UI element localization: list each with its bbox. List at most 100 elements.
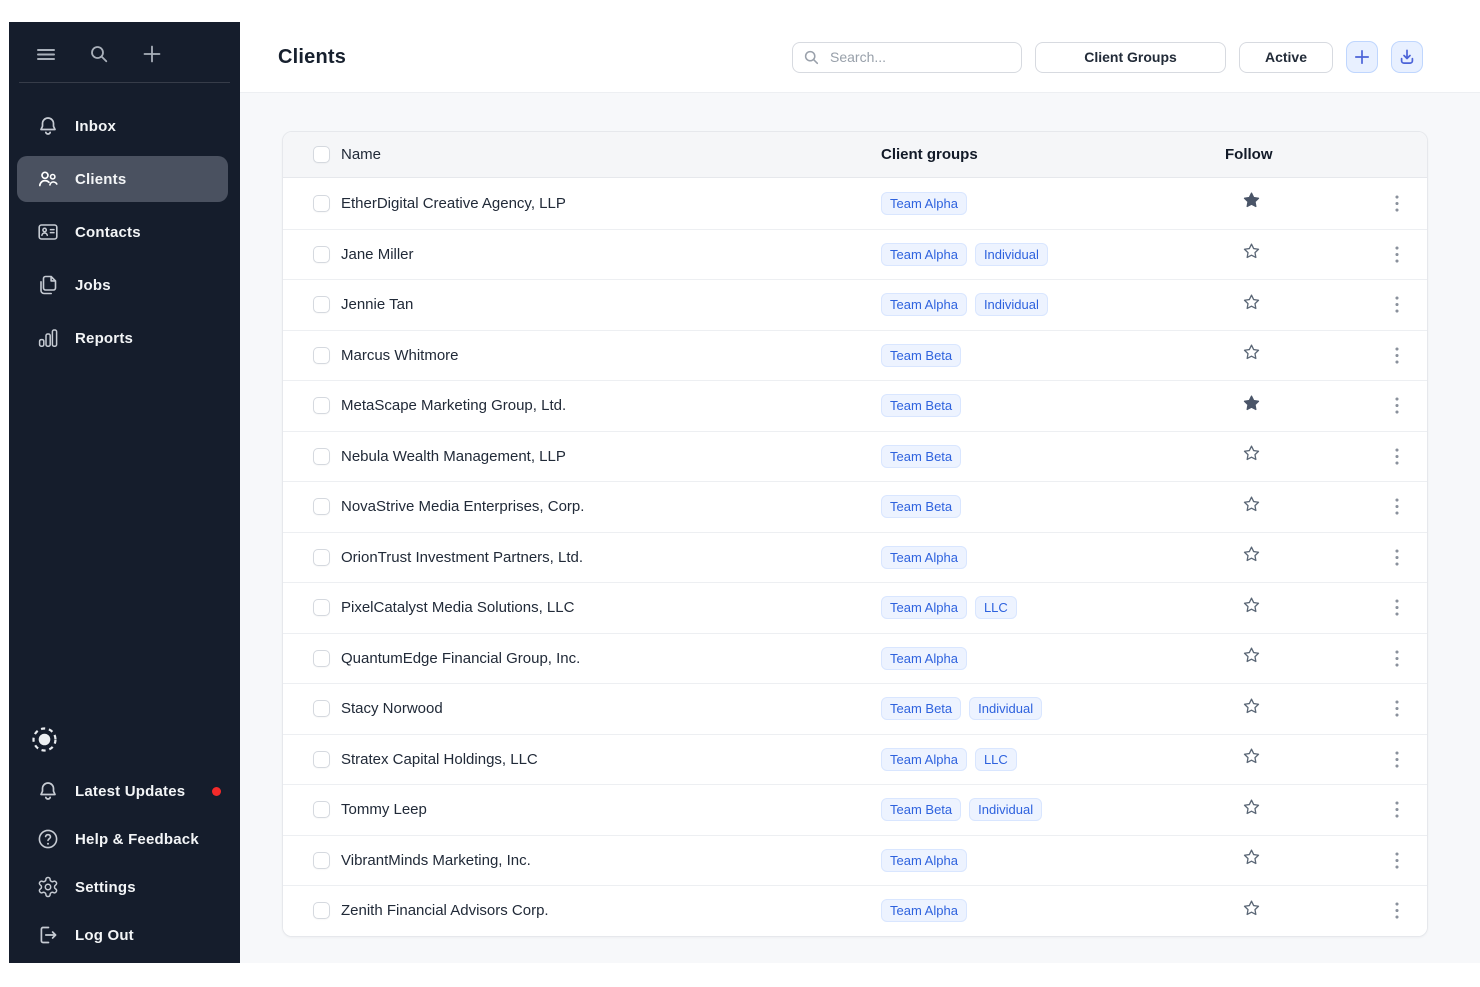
row-menu-button[interactable] — [1389, 191, 1405, 216]
row-checkbox[interactable] — [313, 347, 330, 364]
row-checkbox[interactable] — [313, 801, 330, 818]
client-groups: Team Alpha — [881, 647, 1221, 670]
sidebar-item-settings[interactable]: Settings — [9, 863, 240, 911]
row-checkbox[interactable] — [313, 902, 330, 919]
follow-star-icon[interactable] — [1241, 898, 1262, 919]
row-checkbox[interactable] — [313, 448, 330, 465]
follow-star-icon[interactable] — [1241, 696, 1262, 717]
row-menu-button[interactable] — [1389, 343, 1405, 368]
client-group-badge: Team Beta — [881, 394, 961, 417]
documents-icon — [36, 273, 60, 297]
row-checkbox[interactable] — [313, 397, 330, 414]
table-row[interactable]: NovaStrive Media Enterprises, Corp. Team… — [283, 481, 1427, 532]
row-checkbox[interactable] — [313, 700, 330, 717]
add-client-button[interactable] — [1346, 41, 1378, 73]
client-group-badge: Team Beta — [881, 798, 961, 821]
client-group-badge: Team Beta — [881, 697, 961, 720]
client-group-badge: Team Alpha — [881, 546, 967, 569]
table-row[interactable]: MetaScape Marketing Group, Ltd. Team Bet… — [283, 380, 1427, 431]
table-row[interactable]: QuantumEdge Financial Group, Inc. Team A… — [283, 633, 1427, 684]
follow-star-icon[interactable] — [1241, 595, 1262, 616]
table-row[interactable]: OrionTrust Investment Partners, Ltd. Tea… — [283, 532, 1427, 583]
search-field[interactable] — [792, 42, 1022, 73]
row-menu-button[interactable] — [1389, 292, 1405, 317]
row-checkbox[interactable] — [313, 599, 330, 616]
table-row[interactable]: Nebula Wealth Management, LLP Team Beta — [283, 431, 1427, 482]
row-menu-button[interactable] — [1389, 444, 1405, 469]
client-name: Nebula Wealth Management, LLP — [341, 448, 881, 465]
client-name: VibrantMinds Marketing, Inc. — [341, 852, 881, 869]
sidebar-item-log-out[interactable]: Log Out — [9, 911, 240, 959]
sidebar-item-jobs[interactable]: Jobs — [17, 262, 228, 308]
client-group-badge: Team Alpha — [881, 647, 967, 670]
table-row[interactable]: VibrantMinds Marketing, Inc. Team Alpha — [283, 835, 1427, 886]
sidebar-item-label: Clients — [75, 171, 126, 188]
client-name: PixelCatalyst Media Solutions, LLC — [341, 599, 881, 616]
follow-star-icon[interactable] — [1241, 241, 1262, 262]
people-icon — [36, 167, 60, 191]
sidebar: Inbox Clients Contacts Jobs Reports — [9, 22, 240, 963]
table-row[interactable]: Stratex Capital Holdings, LLC Team Alpha… — [283, 734, 1427, 785]
row-menu-button[interactable] — [1389, 646, 1405, 671]
row-checkbox[interactable] — [313, 296, 330, 313]
client-groups: Team Beta — [881, 445, 1221, 468]
table-row[interactable]: Marcus Whitmore Team Beta — [283, 330, 1427, 381]
search-icon — [803, 49, 820, 66]
row-checkbox[interactable] — [313, 246, 330, 263]
search-input[interactable] — [828, 48, 1013, 66]
sidebar-item-latest-updates[interactable]: Latest Updates — [9, 767, 240, 815]
status-indicator[interactable] — [29, 724, 240, 755]
client-groups-button[interactable]: Client Groups — [1035, 42, 1226, 73]
row-checkbox[interactable] — [313, 195, 330, 212]
follow-star-icon[interactable] — [1241, 797, 1262, 818]
row-checkbox[interactable] — [313, 498, 330, 515]
menu-button[interactable] — [34, 42, 58, 66]
follow-star-icon[interactable] — [1241, 190, 1262, 211]
row-menu-button[interactable] — [1389, 797, 1405, 822]
sidebar-item-reports[interactable]: Reports — [17, 315, 228, 361]
follow-star-icon[interactable] — [1241, 847, 1262, 868]
row-menu-button[interactable] — [1389, 898, 1405, 923]
table-row[interactable]: Zenith Financial Advisors Corp. Team Alp… — [283, 885, 1427, 936]
client-name: Stratex Capital Holdings, LLC — [341, 751, 881, 768]
follow-star-icon[interactable] — [1241, 342, 1262, 363]
sidebar-add-button[interactable] — [140, 42, 164, 66]
sidebar-item-contacts[interactable]: Contacts — [17, 209, 228, 255]
table-row[interactable]: PixelCatalyst Media Solutions, LLC Team … — [283, 582, 1427, 633]
row-menu-button[interactable] — [1389, 393, 1405, 418]
row-menu-button[interactable] — [1389, 494, 1405, 519]
row-menu-button[interactable] — [1389, 848, 1405, 873]
follow-star-icon[interactable] — [1241, 393, 1262, 414]
table-row[interactable]: Tommy Leep Team BetaIndividual — [283, 784, 1427, 835]
row-menu-button[interactable] — [1389, 545, 1405, 570]
sidebar-search-button[interactable] — [87, 42, 111, 66]
row-checkbox[interactable] — [313, 650, 330, 667]
row-checkbox[interactable] — [313, 549, 330, 566]
follow-star-icon[interactable] — [1241, 645, 1262, 666]
table-row[interactable]: Jane Miller Team AlphaIndividual — [283, 229, 1427, 280]
row-menu-button[interactable] — [1389, 696, 1405, 721]
follow-star-icon[interactable] — [1241, 443, 1262, 464]
follow-star-icon[interactable] — [1241, 746, 1262, 767]
follow-star-icon[interactable] — [1241, 292, 1262, 313]
export-button[interactable] — [1391, 41, 1423, 73]
sidebar-item-clients[interactable]: Clients — [17, 156, 228, 202]
select-all-checkbox[interactable] — [313, 146, 330, 163]
active-filter-button[interactable]: Active — [1239, 42, 1333, 73]
table-row[interactable]: Jennie Tan Team AlphaIndividual — [283, 279, 1427, 330]
row-menu-button[interactable] — [1389, 595, 1405, 620]
follow-star-icon[interactable] — [1241, 544, 1262, 565]
sidebar-item-label: Inbox — [75, 118, 116, 135]
follow-star-icon[interactable] — [1241, 494, 1262, 515]
table-row[interactable]: EtherDigital Creative Agency, LLP Team A… — [283, 178, 1427, 229]
table-row[interactable]: Stacy Norwood Team BetaIndividual — [283, 683, 1427, 734]
row-checkbox[interactable] — [313, 751, 330, 768]
sidebar-item-help-feedback[interactable]: Help & Feedback — [9, 815, 240, 863]
row-checkbox[interactable] — [313, 852, 330, 869]
column-header-client-groups: Client groups — [881, 146, 1221, 163]
row-menu-button[interactable] — [1389, 747, 1405, 772]
row-menu-button[interactable] — [1389, 242, 1405, 267]
hamburger-icon — [34, 42, 58, 66]
sidebar-item-inbox[interactable]: Inbox — [17, 103, 228, 149]
bell-icon — [36, 114, 60, 138]
